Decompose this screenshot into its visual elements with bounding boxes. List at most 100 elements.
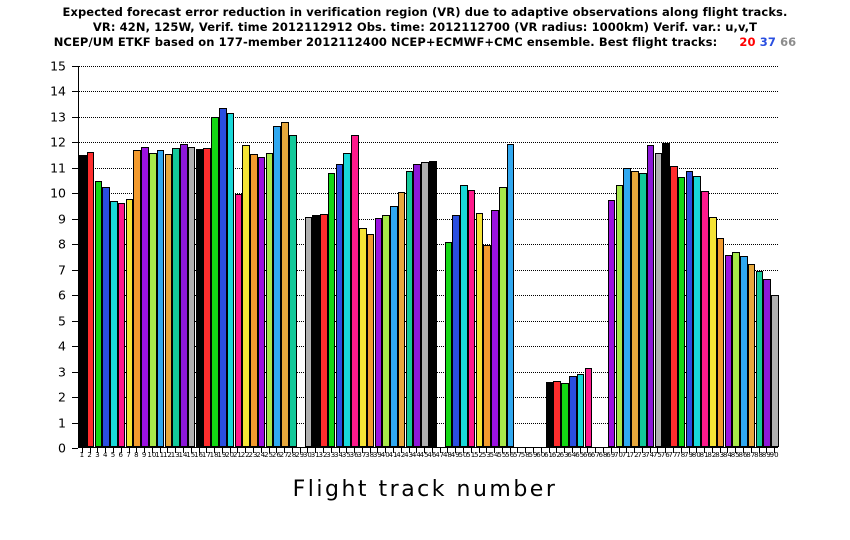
bar-track-77[interactable] (670, 165, 678, 447)
bar-track-78[interactable] (677, 177, 686, 447)
x-tick-label-9: 9 (141, 451, 147, 459)
x-tick-mark-38 (369, 448, 371, 453)
bar-track-19[interactable] (219, 108, 227, 447)
bar-track-46[interactable] (429, 160, 437, 447)
x-tick-mark-54 (494, 448, 496, 453)
x-tick-mark-48 (447, 448, 449, 453)
bar-track-56[interactable] (506, 143, 515, 447)
bar-track-28[interactable] (289, 135, 297, 447)
bar-track-89[interactable] (763, 278, 771, 447)
bar-track-8[interactable] (133, 150, 141, 447)
bar-track-64[interactable] (569, 375, 577, 447)
x-tick-label-8: 8 (134, 451, 139, 459)
bar-track-38[interactable] (366, 234, 375, 447)
bar-track-1[interactable] (79, 155, 87, 447)
x-tick-mark-42 (400, 448, 402, 453)
bar-track-61[interactable] (545, 382, 554, 447)
y-tick-mark-13 (72, 116, 78, 118)
bar-track-41[interactable] (390, 206, 398, 447)
bar-track-14[interactable] (180, 143, 188, 447)
bar-track-32[interactable] (320, 213, 328, 447)
bar-track-13[interactable] (172, 147, 180, 447)
bar-track-45[interactable] (421, 161, 429, 447)
x-tick-label-69: 69 (606, 451, 616, 459)
bar-track-10[interactable] (149, 152, 157, 447)
x-tick-mark-14 (183, 448, 184, 453)
bar-track-82[interactable] (709, 216, 717, 447)
gridline-y-14 (79, 91, 778, 93)
x-tick-label-20: 20 (225, 451, 235, 459)
bar-track-86[interactable] (740, 256, 748, 447)
bar-track-50[interactable] (460, 184, 468, 447)
bar-track-48[interactable] (444, 242, 453, 447)
bar-track-53[interactable] (483, 244, 491, 447)
bar-track-36[interactable] (351, 135, 359, 447)
bar-track-24[interactable] (257, 156, 266, 447)
bar-track-63[interactable] (561, 383, 569, 447)
bar-track-74[interactable] (646, 145, 655, 447)
x-tick-mark-68 (603, 448, 604, 453)
bar-track-26[interactable] (273, 126, 281, 447)
bar-track-12[interactable] (164, 154, 173, 447)
x-tick-label-76: 76 (660, 451, 670, 459)
bar-track-49[interactable] (452, 215, 460, 447)
bar-track-44[interactable] (413, 164, 421, 447)
bar-track-20[interactable] (226, 113, 235, 447)
x-tick-mark-34 (338, 448, 340, 453)
bar-track-4[interactable] (102, 187, 110, 447)
bar-track-90[interactable] (771, 295, 779, 447)
bar-track-15[interactable] (187, 146, 196, 447)
bar-track-69[interactable] (607, 199, 616, 447)
bar-track-35[interactable] (343, 152, 351, 447)
bar-track-3[interactable] (94, 180, 103, 447)
bar-track-83[interactable] (716, 238, 725, 447)
bar-track-55[interactable] (499, 187, 507, 447)
bar-track-52[interactable] (475, 212, 484, 447)
bar-track-62[interactable] (553, 380, 561, 447)
bar-track-87[interactable] (747, 263, 756, 447)
bar-track-11[interactable] (156, 150, 165, 447)
bar-track-88[interactable] (755, 271, 764, 447)
bar-track-42[interactable] (397, 192, 406, 447)
bar-track-65[interactable] (576, 374, 585, 447)
bar-track-2[interactable] (86, 151, 95, 447)
bar-track-7[interactable] (125, 198, 134, 447)
bar-track-43[interactable] (405, 170, 414, 447)
x-tick-label-51: 51 (466, 451, 476, 459)
bar-track-17[interactable] (203, 147, 211, 447)
bar-track-54[interactable] (491, 210, 499, 447)
bar-track-16[interactable] (195, 149, 204, 447)
bar-track-6[interactable] (117, 202, 126, 447)
bar-track-30[interactable] (304, 216, 313, 447)
bar-track-21[interactable] (234, 193, 243, 447)
bar-track-79[interactable] (685, 170, 694, 447)
bar-track-81[interactable] (701, 191, 709, 447)
bar-track-51[interactable] (467, 189, 476, 447)
bar-track-71[interactable] (623, 168, 631, 447)
bar-track-76[interactable] (662, 142, 670, 447)
x-tick-mark-73 (641, 448, 643, 453)
bar-track-85[interactable] (732, 252, 740, 447)
bar-track-66[interactable] (584, 368, 593, 447)
bar-track-22[interactable] (242, 145, 250, 447)
bar-track-72[interactable] (631, 170, 639, 447)
bar-track-84[interactable] (724, 254, 733, 447)
bar-track-5[interactable] (110, 201, 118, 447)
bar-track-23[interactable] (250, 154, 258, 447)
bar-track-27[interactable] (281, 122, 289, 447)
bar-track-40[interactable] (382, 215, 390, 447)
bar-track-37[interactable] (359, 228, 367, 447)
y-tick-mark-14 (72, 91, 78, 93)
bar-track-18[interactable] (211, 117, 219, 447)
bar-track-25[interactable] (265, 152, 274, 447)
bar-track-34[interactable] (335, 164, 344, 447)
bar-track-39[interactable] (374, 217, 383, 447)
bar-track-9[interactable] (141, 146, 149, 447)
bar-track-31[interactable] (312, 215, 320, 447)
bar-track-33[interactable] (327, 173, 336, 447)
x-tick-label-13: 13 (170, 451, 180, 459)
bar-track-70[interactable] (615, 184, 624, 447)
bar-track-80[interactable] (693, 175, 701, 447)
bar-track-75[interactable] (654, 152, 663, 447)
bar-track-73[interactable] (639, 173, 647, 447)
